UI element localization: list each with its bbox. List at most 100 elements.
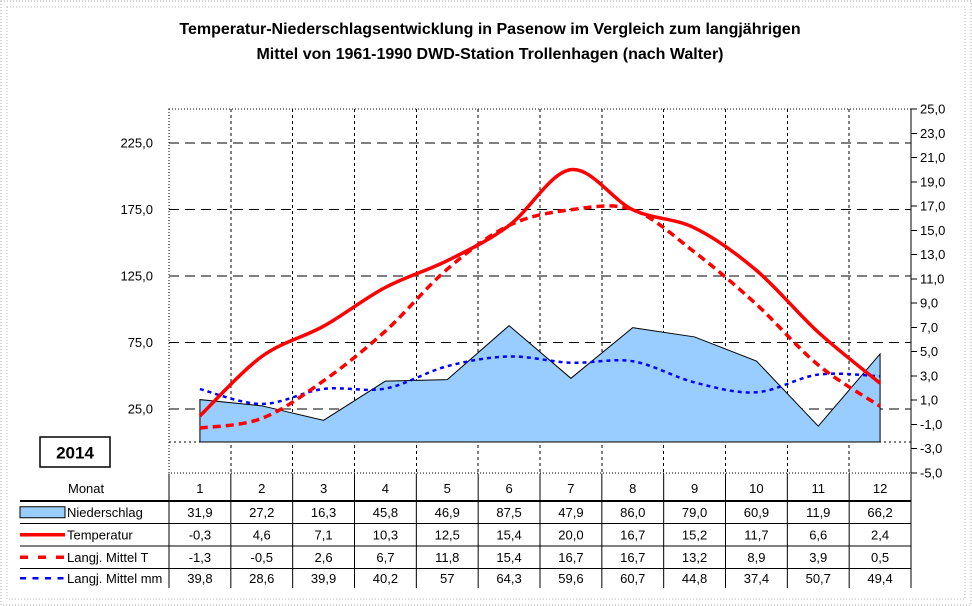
table-value-cell: 44,8 bbox=[682, 571, 707, 586]
table-value-cell: 12,5 bbox=[435, 527, 460, 542]
chart-title-line2: Mittel von 1961-1990 DWD-Station Trollen… bbox=[256, 46, 723, 63]
right-axis-tick-label: 11,0 bbox=[920, 271, 944, 286]
series-name-langj-mittel-mm: Langj. Mittel mm bbox=[67, 571, 162, 586]
series-name-niederschlag: Niederschlag bbox=[67, 505, 143, 520]
table-value-cell: 11,7 bbox=[744, 527, 768, 542]
table-value-cell: -0,3 bbox=[189, 527, 211, 542]
month-label: 10 bbox=[749, 481, 763, 496]
month-label: 1 bbox=[196, 481, 203, 496]
table-value-cell: 50,7 bbox=[806, 571, 831, 586]
table-value-cell: 57 bbox=[440, 571, 454, 586]
right-axis-tick-label: -1,0 bbox=[920, 417, 942, 432]
line-langj-mittel-t bbox=[199, 204, 882, 430]
chart-title-line1: Temperatur-Niederschlagsentwicklung in P… bbox=[179, 21, 800, 38]
axis-labels-layer: 225,0 175,0 125,0 75,0 25,0 25,0 23,0 21,0 19,0 1… bbox=[120, 102, 945, 481]
area-niederschlag bbox=[199, 324, 881, 443]
table-value-cell: 16,3 bbox=[311, 505, 336, 520]
table-value-cell: 39,8 bbox=[187, 571, 212, 586]
table-value-cell: 66,2 bbox=[867, 505, 892, 520]
month-label: 6 bbox=[505, 481, 512, 496]
table-value-cell: 15,4 bbox=[496, 527, 521, 542]
right-axis-tick-label: -3,0 bbox=[920, 441, 942, 456]
table-value-cell: 11,9 bbox=[806, 505, 830, 520]
table-value-cell: 0,5 bbox=[871, 550, 889, 565]
table-value-cell: 28,6 bbox=[249, 571, 274, 586]
month-label: 12 bbox=[873, 481, 887, 496]
series-layer bbox=[198, 167, 882, 443]
right-axis-tick-label: 3,0 bbox=[920, 368, 938, 383]
table-value-cell: 46,9 bbox=[435, 505, 460, 520]
right-axis-tick-label: 15,0 bbox=[920, 223, 945, 238]
right-axis-tick-label: 13,0 bbox=[920, 247, 945, 262]
table-value-cell: 20,0 bbox=[558, 527, 583, 542]
table-value-cell: 86,0 bbox=[620, 505, 645, 520]
table-value-cell: 15,2 bbox=[682, 527, 707, 542]
month-label: 4 bbox=[382, 481, 389, 496]
month-label: 5 bbox=[444, 481, 451, 496]
year-box-frame bbox=[39, 436, 111, 468]
table-value-cell: 45,8 bbox=[373, 505, 398, 520]
right-axis-tick-label: -5,0 bbox=[920, 466, 942, 481]
series-name-langj-mittel-t: Langj. Mittel T bbox=[67, 550, 148, 565]
table-value-cell: 47,9 bbox=[558, 505, 583, 520]
table-value-cell: 13,2 bbox=[682, 550, 707, 565]
table-value-cell: -0,5 bbox=[251, 550, 273, 565]
table-value-cell: 31,9 bbox=[187, 505, 212, 520]
table-value-cell: 15,4 bbox=[496, 550, 521, 565]
left-axis-tick-label: 25,0 bbox=[128, 401, 153, 416]
left-axis-tick-label: 175,0 bbox=[120, 202, 153, 217]
right-axis-tick-label: 17,0 bbox=[920, 199, 945, 214]
table-value-cell: 4,6 bbox=[253, 527, 271, 542]
right-axis-tick-label: 21,0 bbox=[920, 150, 945, 165]
table-value-cell: 6,7 bbox=[376, 550, 394, 565]
right-axis-tick-label: 25,0 bbox=[920, 102, 945, 117]
table-value-cell: 11,8 bbox=[435, 550, 459, 565]
table-value-cell: 2,4 bbox=[871, 527, 889, 542]
month-label: 3 bbox=[320, 481, 327, 496]
table-value-cell: 3,9 bbox=[809, 550, 827, 565]
month-label: 7 bbox=[567, 481, 574, 496]
month-label: 2 bbox=[258, 481, 265, 496]
table-value-cell: 16,7 bbox=[620, 527, 645, 542]
table-value-cell: 40,2 bbox=[373, 571, 398, 586]
table-value-cell: 59,6 bbox=[558, 571, 583, 586]
left-axis-tick-label: 125,0 bbox=[120, 268, 153, 283]
table-value-cell: 60,9 bbox=[744, 505, 769, 520]
table-value-cell: 87,5 bbox=[496, 505, 521, 520]
table-value-cell: 8,9 bbox=[747, 550, 765, 565]
table-value-cell: 2,6 bbox=[315, 550, 333, 565]
legend-key-niederschlag bbox=[19, 506, 66, 519]
table-value-cell: 10,3 bbox=[373, 527, 398, 542]
month-label: 11 bbox=[812, 481, 826, 496]
table-value-cell: 49,4 bbox=[867, 571, 892, 586]
right-axis-tick-label: 1,0 bbox=[920, 393, 938, 408]
table-value-cell: -1,3 bbox=[189, 550, 211, 565]
table-value-cell: 60,7 bbox=[620, 571, 645, 586]
line-temperatur bbox=[198, 167, 882, 418]
table-value-cell: 27,2 bbox=[249, 505, 274, 520]
table-value-cell: 39,9 bbox=[311, 571, 336, 586]
month-label: 8 bbox=[629, 481, 636, 496]
year-box: 2014 bbox=[39, 436, 111, 468]
left-axis-tick-label: 225,0 bbox=[120, 135, 153, 150]
right-axis-tick-label: 9,0 bbox=[920, 296, 938, 311]
series-name-temperatur: Temperatur bbox=[67, 527, 133, 542]
left-axis-tick-label: 75,0 bbox=[128, 335, 153, 350]
table-value-cell: 16,7 bbox=[620, 550, 645, 565]
table-value-cell: 16,7 bbox=[558, 550, 583, 565]
table-value-cell: 79,0 bbox=[682, 505, 707, 520]
table-value-cell: 7,1 bbox=[315, 527, 333, 542]
table-value-cell: 6,6 bbox=[809, 527, 827, 542]
year-label: 2014 bbox=[56, 444, 94, 463]
axes-layer bbox=[168, 108, 917, 474]
right-axis-tick-label: 19,0 bbox=[920, 174, 945, 189]
right-axis-tick-label: 23,0 bbox=[920, 126, 945, 141]
right-axis-tick-label: 7,0 bbox=[920, 320, 938, 335]
table-value-cell: 37,4 bbox=[744, 571, 769, 586]
month-label: 9 bbox=[691, 481, 698, 496]
